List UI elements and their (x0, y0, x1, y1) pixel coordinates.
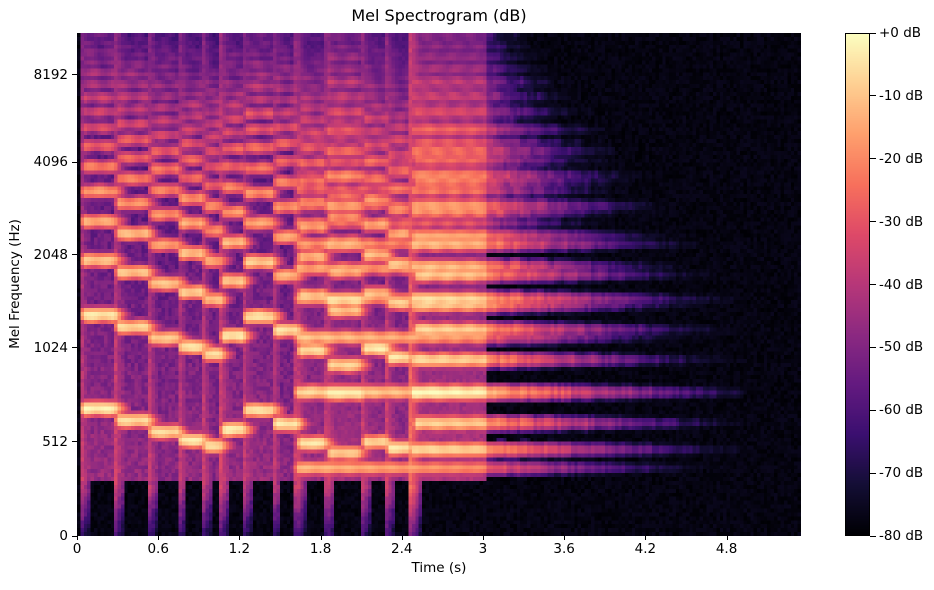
colorbar-tick-mark (870, 95, 876, 97)
colorbar-tick-mark (870, 535, 876, 537)
y-axis-label: Mel Frequency (Hz) (7, 219, 23, 349)
y-tick-label: 2048 (33, 246, 68, 263)
y-tick-mark (72, 535, 77, 537)
x-tick-label: 4.2 (634, 541, 657, 557)
y-tick-mark (72, 74, 77, 76)
chart-title: Mel Spectrogram (dB) (351, 6, 527, 25)
x-tick-label: 1.8 (309, 541, 332, 557)
plot-area (77, 33, 801, 536)
colorbar-tick-label: +0 dB (879, 25, 922, 41)
x-tick-label: 3 (478, 541, 488, 557)
x-tick-mark (320, 536, 322, 540)
colorbar-tick-mark (870, 472, 876, 474)
colorbar-tick-mark (870, 346, 876, 348)
x-tick-mark (564, 536, 566, 540)
colorbar-gradient (846, 34, 869, 535)
x-tick-mark (401, 536, 403, 540)
spectrogram-heatmap (77, 33, 801, 536)
x-tick-label: 0 (72, 541, 82, 557)
colorbar-tick-mark (870, 158, 876, 160)
colorbar-tick-mark (870, 409, 876, 411)
y-tick-label: 4096 (33, 154, 68, 171)
y-tick-mark (72, 441, 77, 443)
x-tick-label: 3.6 (553, 541, 575, 557)
y-tick-label: 0 (59, 528, 68, 544)
x-tick-label: 2.4 (391, 541, 413, 557)
x-tick-mark (239, 536, 241, 540)
y-tick-label: 1024 (33, 339, 68, 356)
colorbar-tick-label: -10 dB (879, 87, 924, 104)
colorbar-tick-label: -70 dB (879, 465, 924, 482)
y-tick-label: 8192 (33, 66, 68, 83)
colorbar (845, 33, 870, 536)
y-tick-mark (72, 161, 77, 163)
x-tick-mark (645, 536, 647, 540)
x-axis-label: Time (s) (411, 560, 467, 576)
colorbar-tick-label: -20 dB (879, 150, 924, 167)
colorbar-tick-mark (870, 32, 876, 34)
colorbar-tick-mark (870, 221, 876, 223)
x-tick-label: 0.6 (147, 541, 169, 557)
x-tick-label: 4.8 (715, 541, 738, 557)
y-tick-mark (72, 347, 77, 349)
x-tick-mark (77, 536, 78, 540)
y-tick-mark (72, 254, 77, 256)
colorbar-tick-label: -40 dB (879, 276, 924, 293)
colorbar-tick-label: -50 dB (879, 339, 924, 356)
x-tick-mark (158, 536, 160, 540)
y-tick-label: 512 (42, 433, 68, 450)
colorbar-tick-mark (870, 284, 876, 285)
colorbar-tick-label: -60 dB (879, 402, 924, 419)
x-tick-mark (726, 536, 728, 540)
x-tick-label: 1.2 (228, 541, 251, 557)
x-tick-mark (482, 536, 484, 540)
colorbar-tick-label: -80 dB (879, 528, 924, 544)
colorbar-tick-label: -30 dB (879, 213, 924, 230)
